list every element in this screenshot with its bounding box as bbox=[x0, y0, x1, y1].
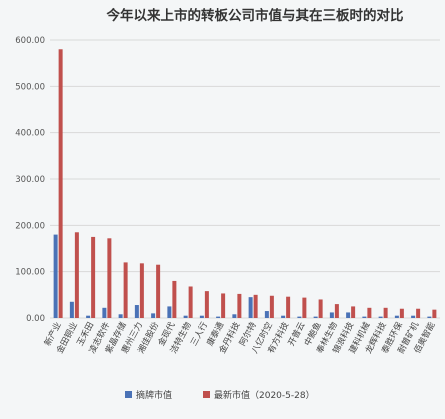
bar-latest bbox=[91, 236, 96, 318]
bar-latest bbox=[156, 264, 161, 318]
bar-latest bbox=[416, 308, 421, 318]
legend-label: 摘牌市值 bbox=[136, 389, 172, 401]
bar-delisting bbox=[183, 315, 188, 318]
bar-latest bbox=[351, 306, 356, 318]
bar-delisting bbox=[427, 316, 432, 318]
bar-latest bbox=[367, 307, 372, 318]
bar-latest bbox=[237, 293, 242, 318]
bar-latest bbox=[302, 297, 307, 318]
bar-delisting bbox=[394, 315, 399, 318]
y-tick-label: 600.00 bbox=[15, 36, 45, 46]
bar-latest bbox=[253, 294, 258, 318]
x-axis: 新产业金田铜业玉禾田凌志软件紫晶存储惠州三力湘佳股份金现代洁特生物三人行康泰通金… bbox=[42, 320, 438, 356]
y-tick-label: 200.00 bbox=[15, 221, 45, 231]
bar-delisting bbox=[411, 315, 416, 318]
bar-delisting bbox=[216, 316, 221, 318]
bar-latest bbox=[221, 293, 226, 318]
bar-latest bbox=[269, 295, 274, 318]
bar-latest bbox=[204, 291, 209, 318]
bar-delisting bbox=[53, 234, 58, 318]
bars bbox=[53, 49, 437, 319]
bar-delisting bbox=[167, 306, 172, 318]
bar-latest bbox=[286, 296, 291, 318]
bar-latest bbox=[139, 263, 144, 318]
bar-latest bbox=[107, 238, 112, 318]
bar-delisting bbox=[362, 316, 367, 318]
bar-latest bbox=[399, 308, 404, 318]
legend-swatch bbox=[203, 391, 210, 398]
y-tick-label: 300.00 bbox=[15, 175, 45, 185]
bar-delisting bbox=[134, 305, 139, 318]
y-tick-label: 0.00 bbox=[26, 314, 45, 324]
bar-delisting bbox=[264, 311, 269, 318]
bar-delisting bbox=[102, 307, 107, 318]
bar-delisting bbox=[69, 301, 74, 318]
bar-delisting bbox=[329, 312, 334, 318]
legend-swatch bbox=[125, 391, 132, 398]
bar-delisting bbox=[199, 315, 204, 318]
bar-latest bbox=[318, 299, 323, 318]
legend-label: 最新市值（2020-5-28） bbox=[214, 389, 315, 401]
bar-latest bbox=[334, 304, 339, 318]
bar-delisting bbox=[151, 313, 156, 318]
y-tick-label: 500.00 bbox=[15, 82, 45, 92]
bar-delisting bbox=[232, 314, 237, 318]
bar-delisting bbox=[378, 316, 383, 318]
chart-title: 今年以来上市的转板公司市值与其在三板时的对比 bbox=[107, 7, 404, 24]
bar-latest bbox=[123, 262, 128, 318]
grid bbox=[50, 39, 440, 319]
bar-delisting bbox=[313, 316, 318, 318]
bar-delisting bbox=[86, 315, 91, 318]
bar-delisting bbox=[346, 312, 351, 318]
y-axis: 0.00 100.00 200.00 300.00 400.00 500.00 600.00 bbox=[15, 36, 45, 324]
bar-latest bbox=[383, 307, 388, 318]
legend: 摘牌市值 最新市值（2020-5-28） bbox=[125, 389, 315, 401]
y-tick-label: 400.00 bbox=[15, 129, 45, 139]
bar-latest bbox=[172, 280, 177, 318]
bar-latest bbox=[58, 49, 63, 319]
bar-latest bbox=[188, 286, 193, 318]
bar-delisting bbox=[248, 297, 253, 318]
bar-delisting bbox=[281, 315, 286, 318]
bar-latest bbox=[74, 232, 79, 318]
bar-latest bbox=[432, 309, 437, 318]
bar-delisting bbox=[118, 314, 123, 318]
y-tick-label: 100.00 bbox=[15, 268, 45, 278]
bar-delisting bbox=[297, 316, 302, 318]
